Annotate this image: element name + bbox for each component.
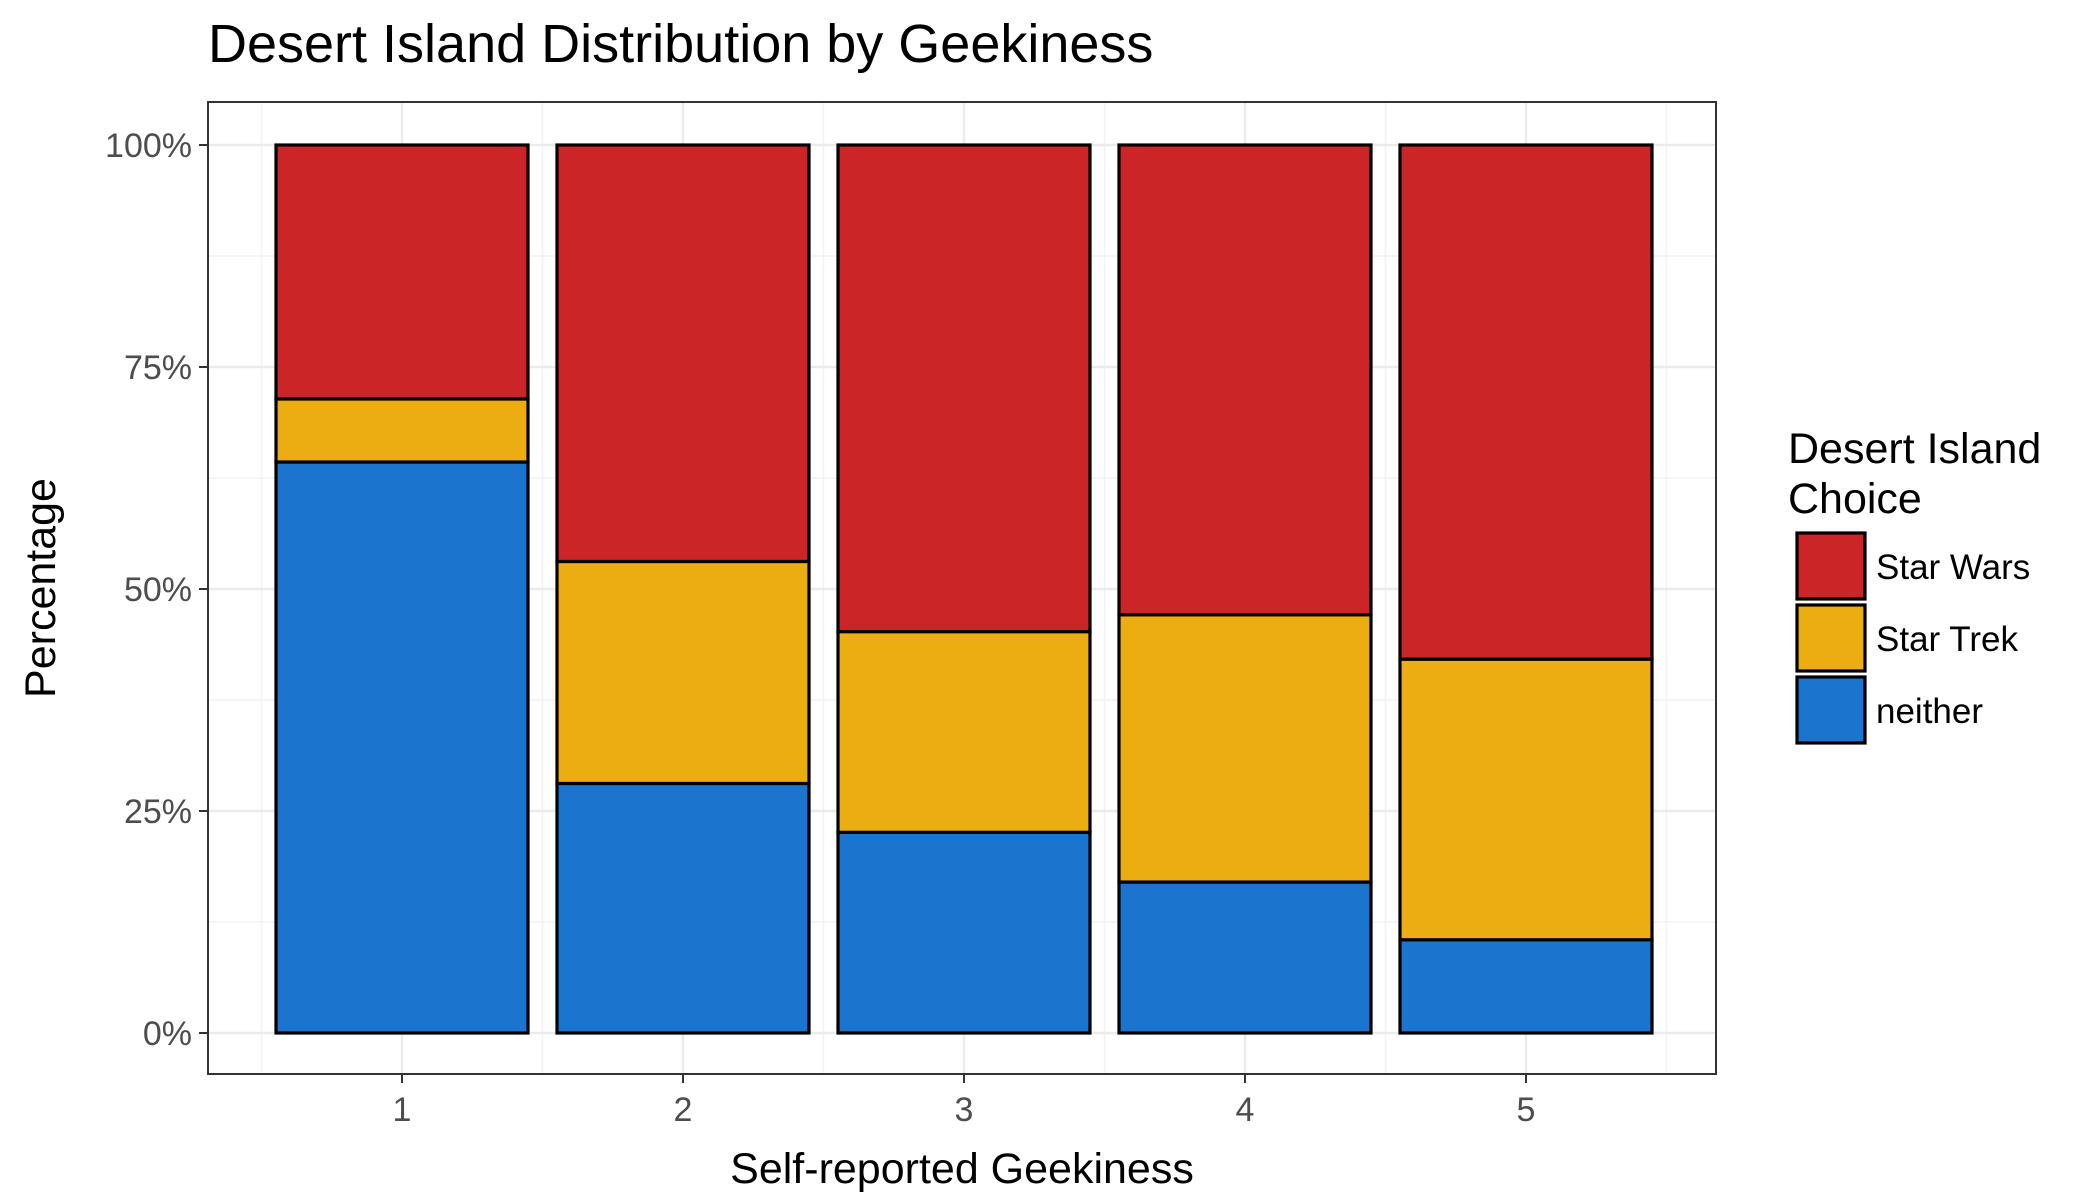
x-tick-label: 5: [1517, 1091, 1536, 1129]
bar-segment-star-trek: [1398, 657, 1654, 942]
legend-swatch: [1795, 603, 1867, 673]
bar-group: [274, 143, 1654, 1035]
x-axis: 1 2 3 4 5: [393, 1074, 1536, 1129]
bar-segment-star-trek: [274, 397, 530, 464]
y-tick-label: 0%: [143, 1015, 192, 1053]
y-tick-label: 75%: [124, 349, 192, 387]
x-tick-label: 1: [393, 1091, 412, 1129]
bar-segment-star-trek: [1117, 613, 1373, 884]
legend: Desert Island Choice Star Wars Star Trek n…: [1788, 425, 2041, 745]
legend-label: Star Trek: [1876, 620, 2018, 659]
bar-segment-star-wars: [274, 143, 530, 401]
y-tick-label: 50%: [124, 571, 192, 609]
y-tick-label: 25%: [124, 793, 192, 831]
bar-segment-star-wars: [1398, 143, 1654, 661]
bar-segment-neither: [1398, 938, 1654, 1035]
bar-segment-star-wars: [836, 143, 1092, 634]
x-axis-title: Self-reported Geekiness: [730, 1145, 1194, 1193]
bar-segment-neither: [836, 830, 1092, 1035]
bar-segment-neither: [555, 781, 811, 1035]
y-axis: 0% 25% 50% 75% 100%: [105, 127, 208, 1053]
y-axis-title: Percentage: [17, 478, 65, 698]
plot-panel: [207, 101, 1717, 1075]
legend-title-line1: Desert Island: [1788, 425, 2041, 473]
bar-segment-star-trek: [836, 630, 1092, 834]
legend-label: neither: [1876, 692, 1983, 731]
bar-segment-star-wars: [555, 143, 811, 564]
y-tick-label: 100%: [105, 127, 192, 165]
legend-title-line2: Choice: [1788, 475, 1922, 523]
bar-segment-neither: [274, 460, 530, 1035]
legend-label: Star Wars: [1876, 548, 2030, 587]
bar-segment-star-wars: [1117, 143, 1373, 617]
chart-title: Desert Island Distribution by Geekiness: [208, 14, 1153, 74]
bar-segment-neither: [1117, 880, 1373, 1035]
bar-segment-star-trek: [555, 559, 811, 786]
x-tick-label: 2: [674, 1091, 693, 1129]
legend-keys: Star Wars Star Trek neither: [1795, 531, 2030, 745]
x-tick-label: 4: [1236, 1091, 1255, 1129]
legend-swatch: [1795, 675, 1867, 745]
legend-swatch: [1795, 531, 1867, 601]
x-tick-label: 3: [955, 1091, 974, 1129]
